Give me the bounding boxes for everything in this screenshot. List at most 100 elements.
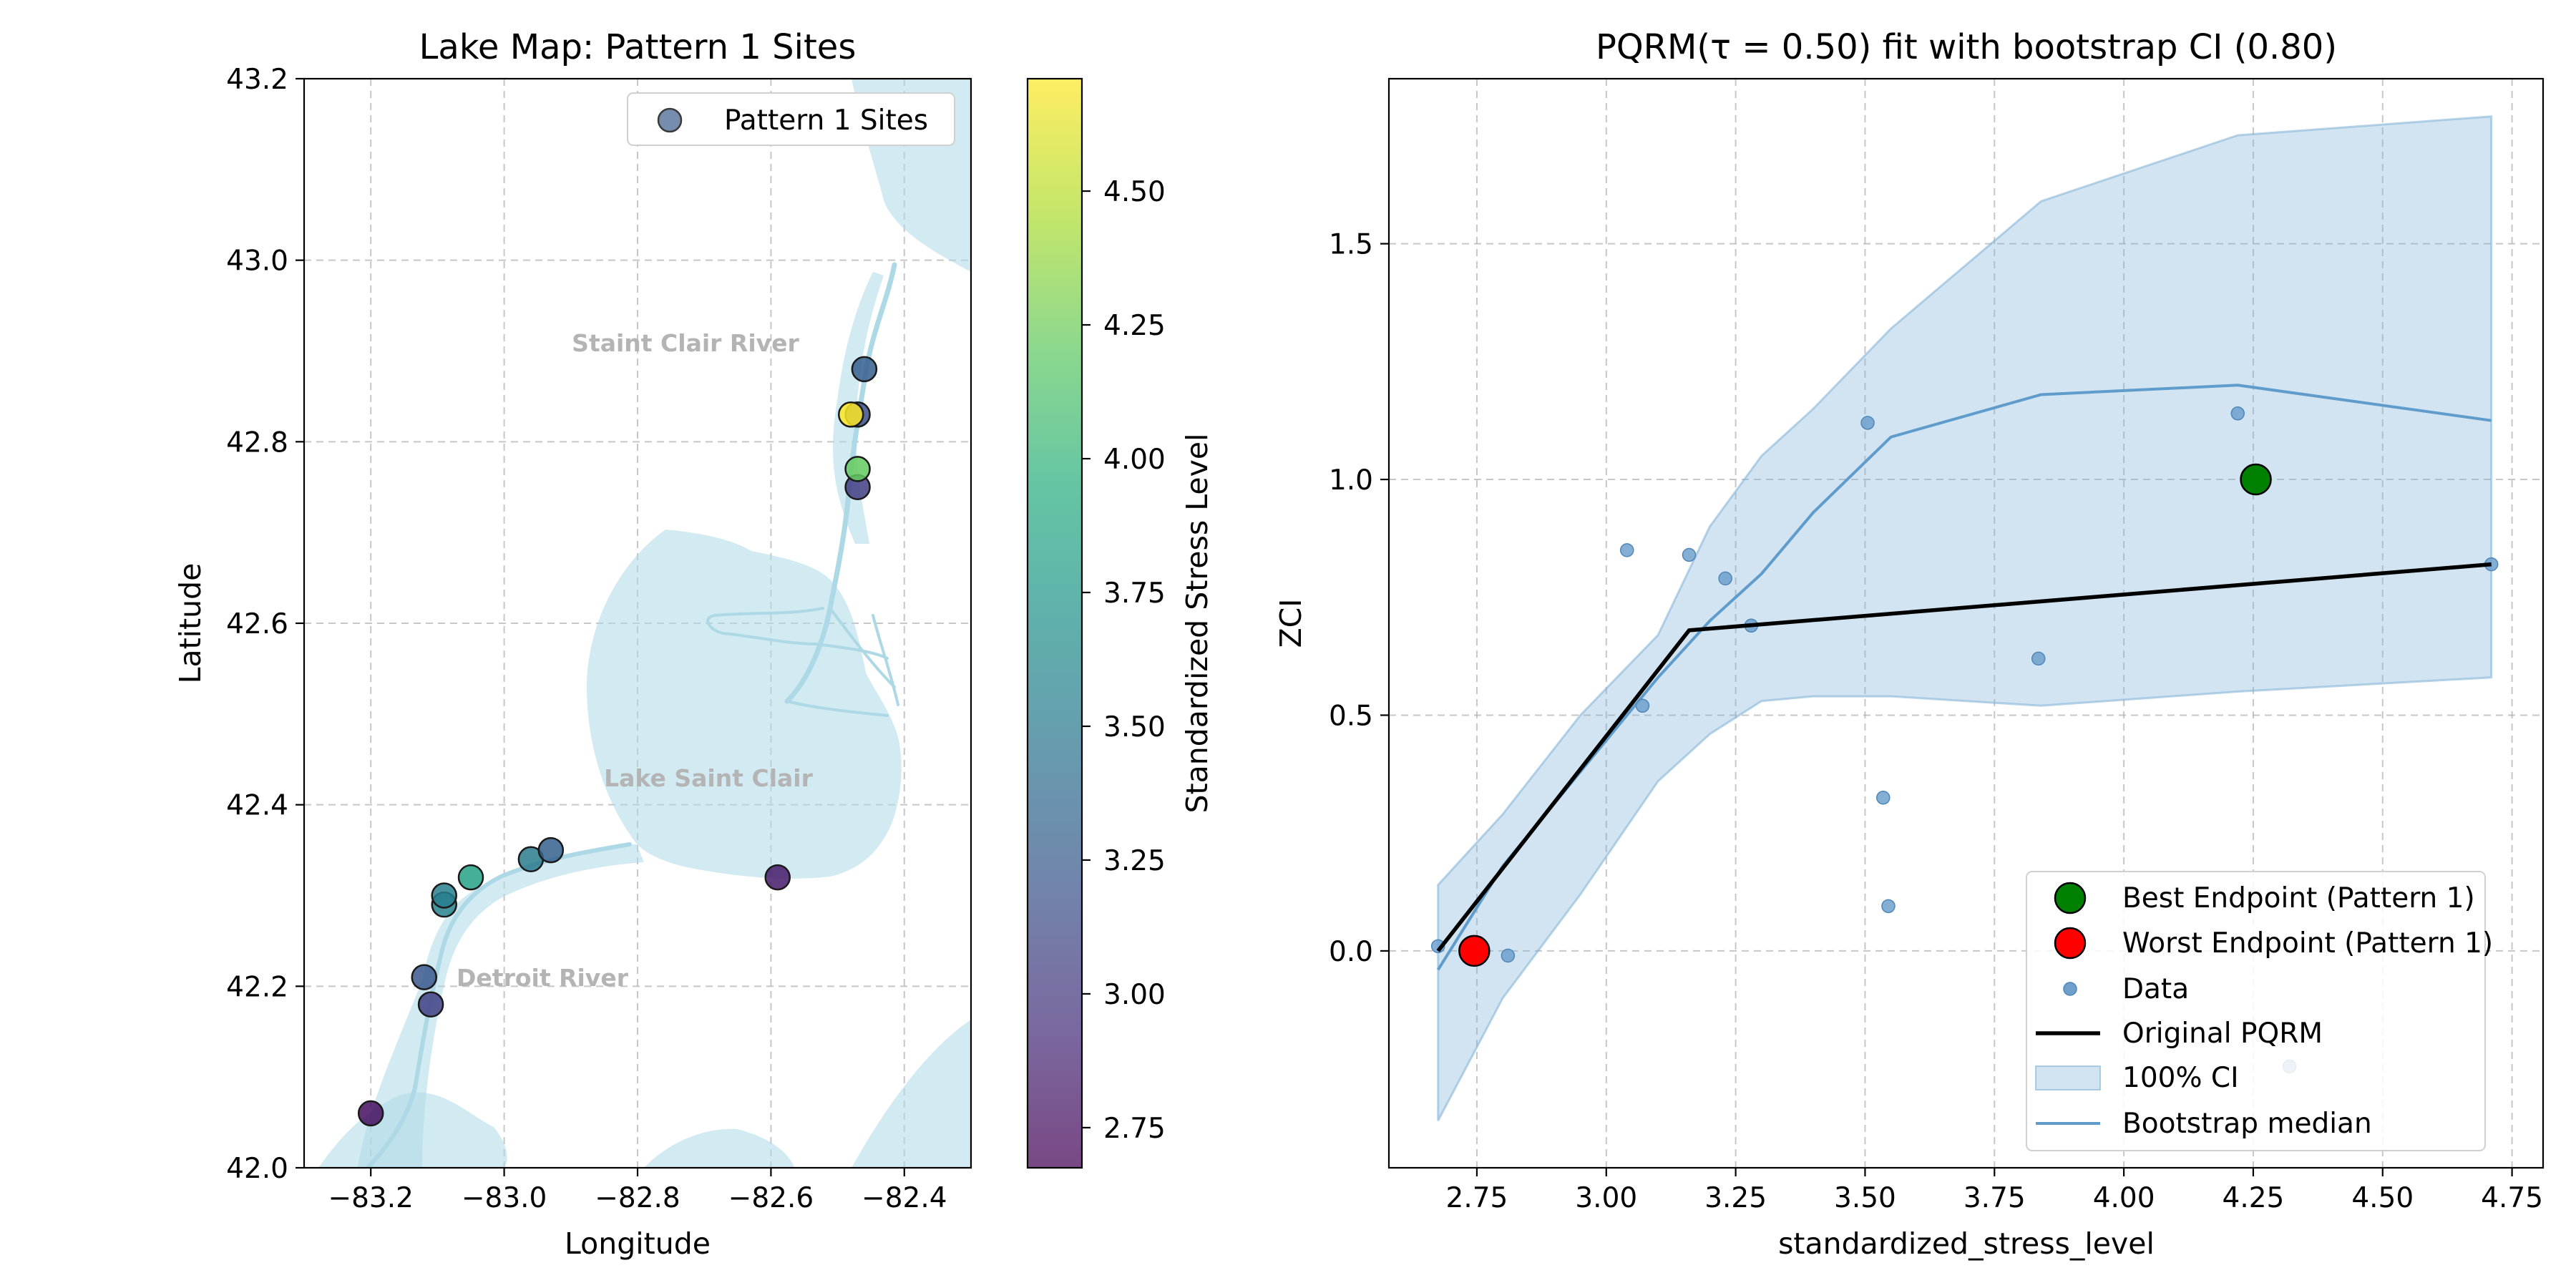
data-point xyxy=(1682,547,1697,562)
site-marker xyxy=(844,456,871,482)
map-y-tick-label: 42.6 xyxy=(226,608,288,640)
colorbar-tick-label: 4.00 xyxy=(1103,444,1166,476)
fit-ticks: 2.75 3.00 3.25 3.50 3.75 4.00 4.25 4.50 4.75 0.0 0… xyxy=(1329,229,2543,1214)
map-y-tick-label: 42.2 xyxy=(226,971,288,1003)
map-x-tick-label: −82.8 xyxy=(595,1182,680,1214)
map-y-tick-label: 43.2 xyxy=(226,64,288,96)
data-point xyxy=(1501,948,1516,963)
lake-erie-east-shape xyxy=(644,1128,794,1168)
map-legend: Pattern 1 Sites xyxy=(627,92,955,146)
map-y-tick-label: 43.0 xyxy=(226,245,288,278)
best-endpoint-marker xyxy=(2240,463,2272,496)
map-title: Lake Map: Pattern 1 Sites xyxy=(419,27,857,67)
map-legend-box xyxy=(627,92,955,146)
st-clair-river-water xyxy=(833,272,884,544)
site-marker xyxy=(431,882,457,909)
fit-title: PQRM(τ = 0.50) fit with bootstrap CI (0.… xyxy=(1596,27,2337,67)
fit-y-label: ZCI xyxy=(1274,599,1308,648)
map-panel: Staint Clair River Lake Saint Clair Detr… xyxy=(173,27,972,1261)
fit-legend: Best Endpoint (Pattern 1) Worst Endpoint… xyxy=(2026,871,2493,1151)
data-point xyxy=(1718,571,1732,586)
colorbar-gradient xyxy=(1028,79,1082,1168)
site-marker xyxy=(764,864,791,891)
colorbar-tick-label: 4.25 xyxy=(1103,310,1166,342)
map-points xyxy=(357,356,878,1127)
site-marker xyxy=(417,991,444,1018)
fit-panel: 2.75 3.00 3.25 3.50 3.75 4.00 4.25 4.50 4.75 0.0 0… xyxy=(1274,27,2545,1261)
lake-erie-shape xyxy=(852,1020,971,1168)
worst-endpoint-marker xyxy=(1458,935,1491,967)
fit-x-tick-label: 2.75 xyxy=(1446,1182,1508,1214)
site-marker xyxy=(411,964,438,990)
lake-saint-clair-shape xyxy=(587,530,902,879)
fit-x-label: standardized_stress_level xyxy=(1778,1226,2155,1261)
fit-x-tick-label: 4.25 xyxy=(2223,1182,2285,1214)
fit-x-tick-label: 4.75 xyxy=(2481,1182,2543,1214)
staint-clair-river-label: Staint Clair River xyxy=(572,329,799,357)
fit-axes-frame xyxy=(1387,77,2545,1169)
site-marker xyxy=(837,401,864,428)
fit-x-tick-label: 3.25 xyxy=(1704,1182,1767,1214)
site-marker xyxy=(457,864,484,891)
legend-worst-marker xyxy=(2054,927,2087,960)
legend-pqrm-label: Original PQRM xyxy=(2122,1018,2323,1050)
fit-x-tick-label: 4.00 xyxy=(2093,1182,2155,1214)
colorbar-tick-label: 2.75 xyxy=(1103,1113,1166,1145)
data-point xyxy=(2031,651,2046,666)
data-point xyxy=(1876,791,1890,805)
map-y-label: Latitude xyxy=(173,563,208,684)
data-points xyxy=(1430,406,2499,1074)
data-point xyxy=(1619,543,1634,557)
map-x-tick-label: −82.4 xyxy=(862,1182,947,1214)
colorbar-tick-label: 4.50 xyxy=(1103,176,1166,208)
legend-ci-swatch xyxy=(2035,1065,2101,1091)
map-legend-marker xyxy=(657,107,683,133)
fit-x-tick-label: 3.75 xyxy=(1963,1182,2026,1214)
st-clair-delta-line xyxy=(706,607,899,717)
legend-bootstrap-label: Bootstrap median xyxy=(2122,1108,2372,1140)
map-x-tick-label: −83.2 xyxy=(328,1182,414,1214)
data-point xyxy=(1881,899,1896,914)
fit-legend-box xyxy=(2026,871,2486,1151)
fit-x-tick-label: 4.50 xyxy=(2351,1182,2414,1214)
site-marker xyxy=(537,836,565,864)
colorbar-label: Standardized Stress Level xyxy=(1180,434,1214,814)
data-point xyxy=(2230,406,2245,421)
lake-saint-clair-label: Lake Saint Clair xyxy=(604,764,813,792)
map-ticks: −83.2 −83.0 −82.8 −82.6 −82.4 42.0 42.2 42.4 42.… xyxy=(226,64,947,1214)
fit-x-tick-label: 3.00 xyxy=(1575,1182,1637,1214)
original-pqrm-line xyxy=(1436,562,2492,952)
map-x-tick-label: −83.0 xyxy=(462,1182,547,1214)
colorbar-tick-label: 3.50 xyxy=(1103,711,1166,743)
fit-y-tick-label: 1.0 xyxy=(1329,464,1373,497)
map-legend-label: Pattern 1 Sites xyxy=(724,104,928,137)
legend-data-marker xyxy=(2063,982,2077,996)
colorbar-tick-label: 3.00 xyxy=(1103,979,1166,1011)
detroit-river-label: Detroit River xyxy=(457,964,629,992)
legend-best-marker xyxy=(2054,882,2087,914)
map-water: Staint Clair River Lake Saint Clair Detr… xyxy=(318,79,971,1168)
map-y-tick-label: 42.4 xyxy=(226,790,288,822)
map-x-tick-label: −82.6 xyxy=(728,1182,814,1214)
map-x-label: Longitude xyxy=(565,1226,711,1261)
legend-best-label: Best Endpoint (Pattern 1) xyxy=(2122,882,2475,914)
fit-x-tick-label: 3.50 xyxy=(1834,1182,1896,1214)
colorbar-tick-label: 3.75 xyxy=(1103,577,1166,610)
ci-band xyxy=(1437,115,2493,1121)
legend-worst-label: Worst Endpoint (Pattern 1) xyxy=(2122,927,2493,960)
colorbar-frame xyxy=(1026,77,1083,1169)
site-marker xyxy=(851,356,878,383)
fit-y-tick-label: 0.5 xyxy=(1329,700,1373,732)
detroit-river-water xyxy=(358,844,644,1168)
data-point xyxy=(1860,416,1875,430)
data-point xyxy=(1635,698,1650,713)
st-clair-river-line xyxy=(784,262,897,704)
map-y-tick-label: 42.8 xyxy=(226,426,288,459)
legend-ci-label: 100% CI xyxy=(2122,1062,2239,1094)
map-y-tick-label: 42.0 xyxy=(226,1153,288,1185)
colorbar-ticks: 2.75 3.00 3.25 3.50 3.75 4.00 4.25 4.50 xyxy=(1082,176,1166,1145)
site-marker xyxy=(357,1100,384,1127)
fit-y-tick-label: 0.0 xyxy=(1329,936,1373,968)
fit-y-tick-label: 1.5 xyxy=(1329,229,1373,261)
